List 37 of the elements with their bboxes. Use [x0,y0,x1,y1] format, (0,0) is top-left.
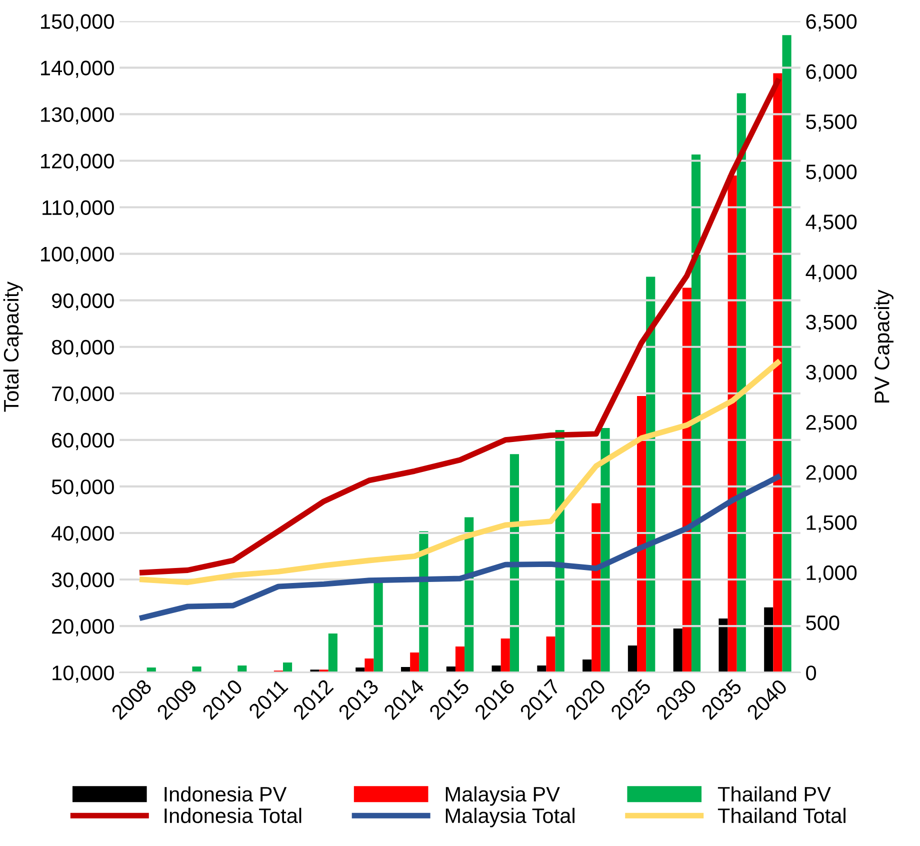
y-tick-label: 130,000 [41,107,114,124]
y-tick-label: 70,000 [52,386,114,404]
y-tick-label: 50,000 [52,479,114,497]
y-tick-label: 100,000 [41,246,114,264]
y2-tick-label: 3,000 [806,364,857,382]
y2-tick-label: 6,500 [806,14,857,32]
y2-tick-label: 500 [806,615,840,630]
y2-tick-label: 2,500 [806,415,857,432]
y-tick-label: 110,000 [42,200,114,218]
y-tick-label: 90,000 [52,293,114,311]
legend-label: Indonesia Total [164,808,302,824]
y2-tick-label: 5,500 [806,114,857,132]
y-tick-label: 80,000 [52,340,114,358]
legend-label: Thailand Total [718,808,846,824]
y-tick-label: 150,000 [41,14,114,32]
y-tick-label: 120,000 [41,154,114,171]
y2-tick-label: 6,000 [806,64,857,82]
y-tick-label: 140,000 [41,60,114,78]
y-tick-label: 60,000 [52,432,114,450]
y2-tick-label: 4,000 [806,264,857,282]
y2-tick-label: 0 [806,666,816,680]
y-tick-label: 30,000 [52,572,114,590]
legend-label: Malaysia PV [446,786,560,806]
y-tick-label: 10,000 [52,666,114,683]
y2-tick-label: 2,000 [806,465,857,482]
y2-tick-label: 1,500 [806,515,857,532]
y2-tick-label: 1,000 [806,565,857,583]
y-tick-label: 40,000 [52,526,114,544]
y2-tick-label: 4,500 [806,214,857,232]
y2-tick-label: 5,000 [806,164,857,182]
y2-axis-title: PV Capacity [874,290,894,402]
y2-tick-label: 3,500 [806,314,857,332]
y-tick-label: 20,000 [52,619,114,636]
legend-label: Indonesia PV [164,786,287,802]
y-axis-title: Total Capacity [3,281,23,412]
legend-label: Thailand PV [718,786,831,802]
legend-label: Malaysia Total [446,808,574,828]
